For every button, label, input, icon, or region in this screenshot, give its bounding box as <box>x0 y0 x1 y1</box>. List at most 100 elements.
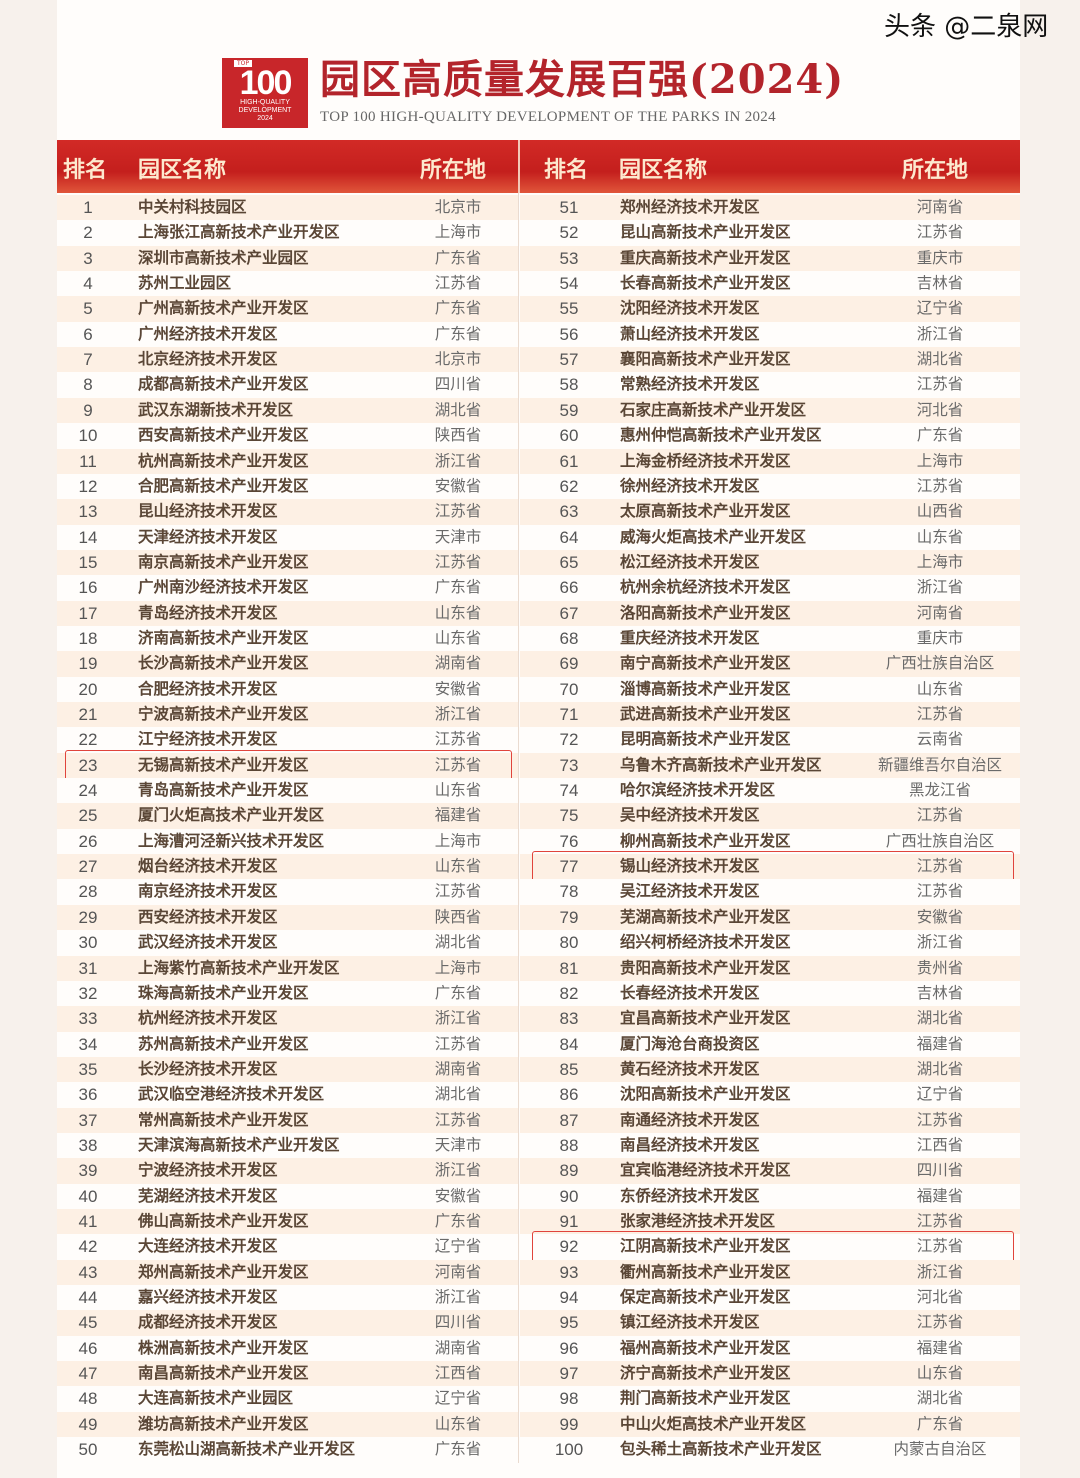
location-cell: 安徽省 <box>434 476 482 495</box>
rank-cell: 48 <box>78 1389 98 1409</box>
table-row: 2 上海张江高新技术产业开发区 上海市 <box>57 220 518 246</box>
park-name-cell: 宁波经济技术开发区 <box>138 1161 278 1180</box>
rank-cell: 63 <box>559 502 579 522</box>
table-row: 33 杭州经济技术开发区 浙江省 <box>57 1006 518 1032</box>
table-row: 59 石家庄高新技术产业开发区 河北省 <box>520 397 1020 424</box>
rank-cell: 42 <box>78 1237 98 1257</box>
rank-cell: 80 <box>559 933 579 953</box>
rank-cell: 68 <box>559 628 579 648</box>
table-row: 64 威海火炬高技术产业开发区 山东省 <box>520 524 1020 550</box>
park-name-cell: 南京高新技术产业开发区 <box>138 552 309 571</box>
location-cell: 山东省 <box>916 527 964 546</box>
highlight-box <box>532 1231 1014 1263</box>
location-cell: 江苏省 <box>916 882 964 901</box>
location-cell: 浙江省 <box>434 1288 482 1307</box>
park-name-cell: 中山火炬高技术产业开发区 <box>620 1414 807 1433</box>
logo-line1: HIGH-QUALITY <box>240 99 290 106</box>
table-row: 3 深圳市高新技术产业园区 广东省 <box>57 245 518 272</box>
location-cell: 山东省 <box>434 628 482 647</box>
location-cell: 广东省 <box>434 324 482 343</box>
location-cell: 广西壮族自治区 <box>885 831 995 850</box>
park-name-cell: 江阴高新技术产业开发区 <box>620 1237 791 1256</box>
table-row: 42 大连经济技术开发区 辽宁省 <box>57 1234 518 1260</box>
rank-cell: 62 <box>559 476 579 496</box>
location-cell: 江苏省 <box>434 1110 482 1129</box>
table-row: 30 武汉经济技术开发区 湖北省 <box>57 930 518 956</box>
table-row: 5 广州高新技术产业开发区 广东省 <box>57 296 518 322</box>
park-name-cell: 萧山经济技术开发区 <box>620 324 760 343</box>
park-name-cell: 大连高新技术产业园区 <box>138 1389 294 1408</box>
park-name-cell: 长春经济技术开发区 <box>620 983 760 1002</box>
table-row: 20 合肥经济技术开发区 安徽省 <box>57 676 518 702</box>
location-cell: 湖北省 <box>916 1059 964 1078</box>
location-cell: 山东省 <box>434 857 482 876</box>
park-name-cell: 上海张江高新技术产业开发区 <box>138 223 340 242</box>
rank-cell: 50 <box>78 1440 98 1460</box>
park-name-cell: 锡山经济技术开发区 <box>620 857 760 876</box>
location-cell: 湖北省 <box>916 350 964 369</box>
location-cell: 湖北省 <box>434 400 482 419</box>
park-name-cell: 郑州经济技术开发区 <box>620 198 760 216</box>
rank-cell: 20 <box>78 679 98 699</box>
rank-cell: 43 <box>78 1262 98 1282</box>
location-cell: 江苏省 <box>916 476 964 495</box>
location-cell: 安徽省 <box>434 1186 482 1205</box>
park-name-cell: 昆山经济技术开发区 <box>138 502 278 521</box>
logo-number: 100 <box>239 64 293 102</box>
rank-cell: 6 <box>83 324 93 344</box>
location-cell: 山东省 <box>434 781 482 800</box>
location-cell: 云南省 <box>916 730 964 749</box>
rank-cell: 40 <box>78 1186 98 1206</box>
location-cell: 广东省 <box>434 1440 482 1459</box>
park-name-cell: 江宁经济技术开发区 <box>138 730 278 749</box>
rank-cell: 84 <box>559 1034 579 1054</box>
location-cell: 广西壮族自治区 <box>885 654 995 673</box>
rank-cell: 4 <box>83 274 93 294</box>
rank-cell: 78 <box>559 882 579 902</box>
park-name-cell: 上海紫竹高新技术产业开发区 <box>138 958 340 977</box>
rank-cell: 82 <box>559 983 579 1003</box>
table-row: 90 东侨经济技术开发区 福建省 <box>520 1183 1020 1209</box>
park-name-cell: 北京经济技术开发区 <box>138 350 278 369</box>
location-cell: 辽宁省 <box>916 299 964 318</box>
table-row: 94 保定高新技术产业开发区 河北省 <box>520 1285 1020 1311</box>
location-cell: 江苏省 <box>916 1237 964 1256</box>
page-title: 园区高质量发展百强(2024) <box>320 56 845 103</box>
rank-cell: 11 <box>79 451 97 471</box>
park-name-cell: 株洲高新技术产业开发区 <box>138 1338 309 1357</box>
park-name-cell: 嘉兴经济技术开发区 <box>138 1288 278 1307</box>
table-row: 1 中关村科技园区 北京市 <box>57 195 518 221</box>
park-name-cell: 武进高新技术产业开发区 <box>620 705 791 723</box>
location-cell: 福建省 <box>434 806 482 825</box>
park-name-cell: 常熟经济技术开发区 <box>620 375 760 394</box>
rank-cell: 7 <box>83 350 93 370</box>
table-row: 6 广州经济技术开发区 广东省 <box>57 321 518 348</box>
location-cell: 四川省 <box>434 1313 482 1332</box>
table-row: 80 绍兴柯桥经济技术开发区 浙江省 <box>520 930 1020 956</box>
location-cell: 天津市 <box>434 1135 482 1154</box>
park-name-cell: 珠海高新技术产业开发区 <box>138 983 309 1002</box>
rank-cell: 83 <box>559 1009 579 1029</box>
page-subtitle: TOP 100 HIGH-QUALITY DEVELOPMENT OF THE … <box>320 109 776 125</box>
table-row: 26 上海漕河泾新兴技术开发区 上海市 <box>57 828 518 855</box>
location-cell: 上海市 <box>916 552 964 571</box>
location-cell: 江苏省 <box>916 1110 964 1129</box>
park-name-cell: 绍兴柯桥经济技术开发区 <box>620 933 791 952</box>
rank-cell: 26 <box>78 831 98 851</box>
table-row: 7 北京经济技术开发区 北京市 <box>57 347 518 373</box>
park-name-cell: 天津滨海高新技术产业开发区 <box>138 1135 340 1154</box>
park-name-cell: 杭州经济技术开发区 <box>138 1009 278 1028</box>
park-name-cell: 佛山高新技术产业开发区 <box>138 1212 309 1230</box>
rank-cell: 61 <box>559 451 579 471</box>
location-cell: 山东省 <box>916 1364 964 1383</box>
park-name-cell: 苏州高新技术产业开发区 <box>138 1034 309 1053</box>
location-cell: 江苏省 <box>434 274 482 293</box>
park-name-cell: 长沙经济技术开发区 <box>138 1059 278 1078</box>
location-cell: 福建省 <box>916 1186 964 1205</box>
location-cell: 江苏省 <box>434 1034 482 1053</box>
location-cell: 江西省 <box>916 1135 964 1154</box>
location-cell: 江苏省 <box>916 806 964 825</box>
location-cell: 上海市 <box>434 831 482 850</box>
location-cell: 广东省 <box>916 426 964 445</box>
rank-cell: 21 <box>78 705 98 724</box>
